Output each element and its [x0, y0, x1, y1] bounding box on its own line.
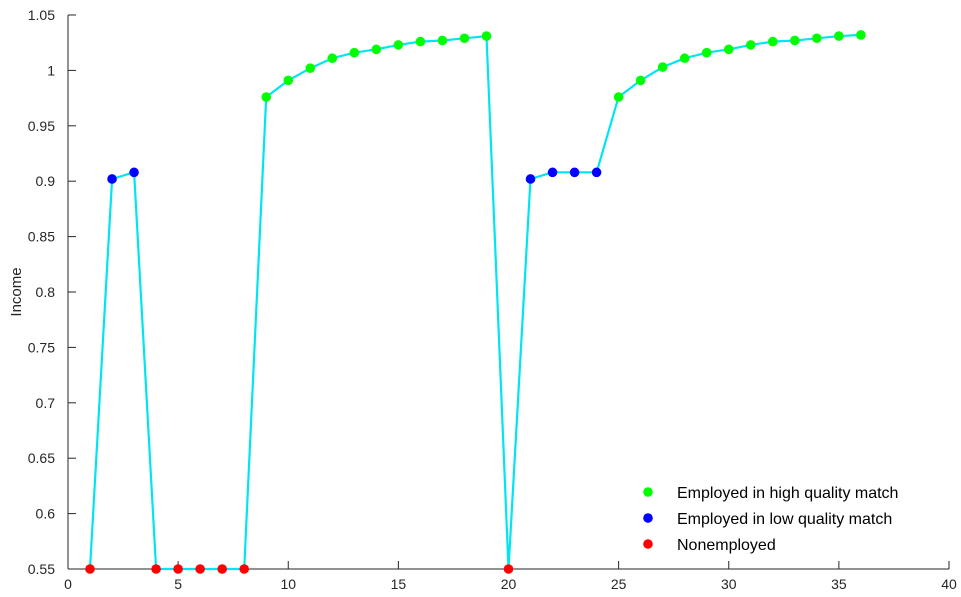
- data-point: [790, 35, 800, 46]
- data-point: [261, 92, 272, 102]
- legend-marker: [643, 513, 653, 523]
- y-tick-label: 1: [47, 62, 55, 78]
- y-tick-label: 0.85: [28, 229, 55, 245]
- ticks: 0 5 10 15 20 25 30 35 40 0.55 0.6 0.65 0.7 0.75 0.8 0.8…: [28, 7, 957, 592]
- data-point: [701, 47, 712, 58]
- data-point: [745, 40, 756, 50]
- data-point: [393, 40, 404, 50]
- legend: Employed in high quality match Employed i…: [643, 485, 898, 554]
- legend-marker: [643, 487, 653, 497]
- data-point: [107, 174, 117, 184]
- x-tick-label: 15: [391, 576, 407, 592]
- data-point: [305, 63, 316, 73]
- data-point: [217, 564, 227, 574]
- data-point: [349, 47, 360, 58]
- data-point: [591, 167, 602, 178]
- data-point: [283, 75, 294, 86]
- data-point: [723, 44, 734, 55]
- data-point: [459, 33, 470, 44]
- y-tick-label: 0.55: [28, 561, 55, 577]
- data-point: [415, 36, 426, 47]
- data-point: [525, 174, 536, 184]
- data-point: [437, 35, 448, 46]
- data-point: [239, 564, 249, 574]
- data-point: [679, 53, 690, 64]
- y-tick-label: 0.9: [36, 173, 56, 189]
- y-tick-label: 0.6: [36, 506, 56, 522]
- legend-label: Employed in high quality match: [677, 485, 898, 502]
- y-tick-label: 0.75: [28, 339, 55, 355]
- x-tick-label: 40: [941, 576, 957, 592]
- data-point: [151, 564, 161, 574]
- data-point: [503, 564, 514, 574]
- x-tick-label: 10: [280, 576, 296, 592]
- data-point: [547, 167, 558, 178]
- x-tick-label: 0: [64, 576, 72, 592]
- data-point: [856, 30, 866, 40]
- y-tick-label: 1.05: [28, 7, 55, 23]
- legend-label: Employed in low quality match: [677, 511, 892, 528]
- plot-area: [85, 30, 866, 574]
- data-point: [613, 92, 624, 102]
- data-point: [569, 167, 580, 178]
- data-point: [173, 564, 183, 574]
- legend-label: Nonemployed: [677, 537, 776, 554]
- data-point: [812, 33, 822, 44]
- data-point: [371, 44, 382, 55]
- data-point: [129, 167, 139, 178]
- data-point: [85, 564, 95, 574]
- x-tick-label: 5: [174, 576, 182, 592]
- data-point: [657, 62, 668, 72]
- data-point: [327, 53, 338, 64]
- y-axis-label: Income: [8, 267, 25, 316]
- x-tick-label: 35: [831, 576, 847, 592]
- x-tick-label: 30: [721, 576, 737, 592]
- y-tick-label: 0.65: [28, 450, 55, 466]
- data-point: [195, 564, 205, 574]
- y-tick-label: 0.7: [36, 395, 56, 411]
- data-point: [481, 31, 492, 41]
- x-tick-label: 20: [501, 576, 517, 592]
- y-tick-label: 0.95: [28, 118, 55, 134]
- y-tick-label: 0.8: [36, 284, 56, 300]
- data-point: [834, 31, 844, 41]
- legend-marker: [643, 539, 653, 549]
- x-tick-label: 25: [611, 576, 627, 592]
- data-point: [635, 75, 646, 86]
- data-point: [768, 36, 778, 47]
